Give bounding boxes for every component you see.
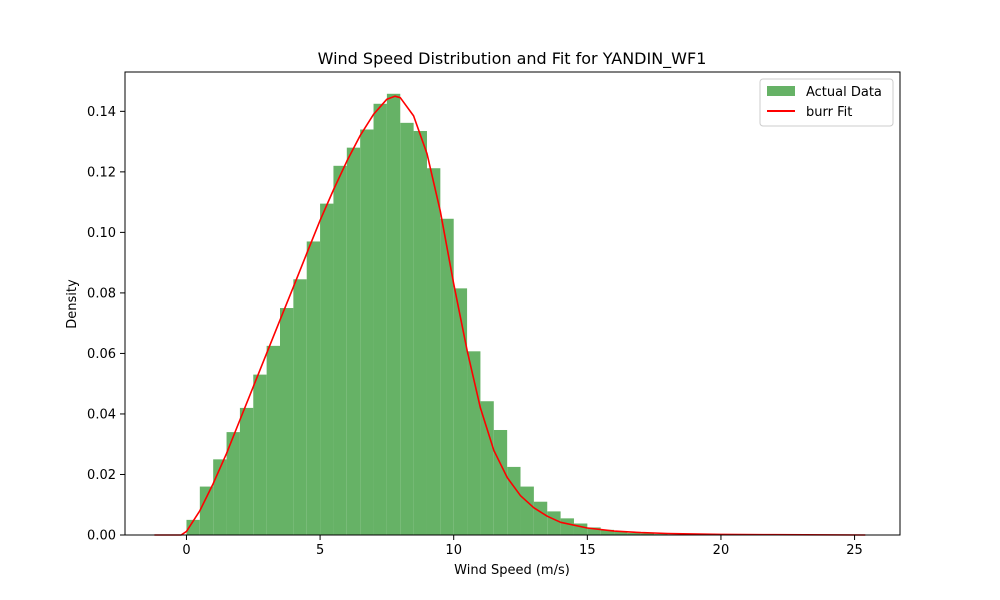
histogram-bar [413,131,427,535]
histogram-bar [440,218,454,535]
x-tick-label: 5 [316,543,324,558]
histogram-bar [239,407,254,535]
x-tick-label: 20 [713,543,730,558]
histogram-bar [280,308,294,535]
y-tick-label: 0.02 [87,468,116,483]
histogram-bar [507,466,521,535]
y-tick-label: 0.14 [87,105,116,120]
histogram-bar [293,279,307,535]
histogram-bar [226,432,240,535]
y-tick-label: 0.08 [87,286,116,301]
histogram-bar [560,518,574,535]
histogram-bar [400,122,414,535]
x-tick-label: 0 [182,543,190,558]
histogram-bars [186,93,695,536]
histogram-bar [213,459,227,535]
histogram-bar [640,533,655,535]
histogram-bar [573,523,588,535]
x-tick-label: 10 [445,543,462,558]
histogram-bar [480,401,494,535]
histogram-bar [614,531,628,535]
legend: Actual Data burr Fit [759,78,894,127]
histogram-bar [199,486,214,535]
histogram-bar [346,147,361,535]
burr-fit-line [154,95,866,536]
histogram-bar [386,93,401,535]
fit-curve [154,95,866,536]
histogram-bar [360,129,374,535]
x-tick-label: 15 [579,543,596,558]
y-tick-label: 0.04 [87,407,116,422]
x-tick-label: 25 [846,543,863,558]
histogram-bar [186,519,200,535]
histogram-bar [600,529,615,535]
y-tick-label: 0.10 [87,226,116,241]
x-axis-label: Wind Speed (m/s) [454,563,570,578]
y-tick-label: 0.00 [87,529,116,544]
histogram-bar [426,168,441,535]
legend-swatch-actual-data [767,86,795,96]
legend-label-actual-data: Actual Data [806,85,882,100]
chart-title: Wind Speed Distribution and Fit for YAND… [318,49,707,69]
x-axis-ticks: 0 5 10 15 20 25 [182,535,863,558]
histogram-bar [333,165,347,535]
histogram-bar [627,532,641,535]
plot-area-frame [124,71,901,536]
legend-label-burr-fit: burr Fit [806,105,852,120]
histogram-bar [266,345,280,535]
histogram-bar [453,288,468,535]
histogram-bar [520,486,534,535]
histogram-bar [587,527,601,535]
histogram-bar [306,241,321,535]
histogram-bar [320,203,334,535]
histogram-bar [547,511,561,535]
y-axis-ticks: 0.00 0.02 0.04 0.06 0.08 0.10 0.12 0.14 [87,105,125,544]
y-tick-label: 0.06 [87,347,116,362]
histogram-bar [533,501,548,535]
histogram-bar [493,429,508,535]
histogram-bar [467,351,481,535]
y-axis-label: Density [65,279,80,329]
histogram-bar [373,103,387,536]
y-tick-label: 0.12 [87,165,116,180]
histogram-bar [253,374,267,535]
